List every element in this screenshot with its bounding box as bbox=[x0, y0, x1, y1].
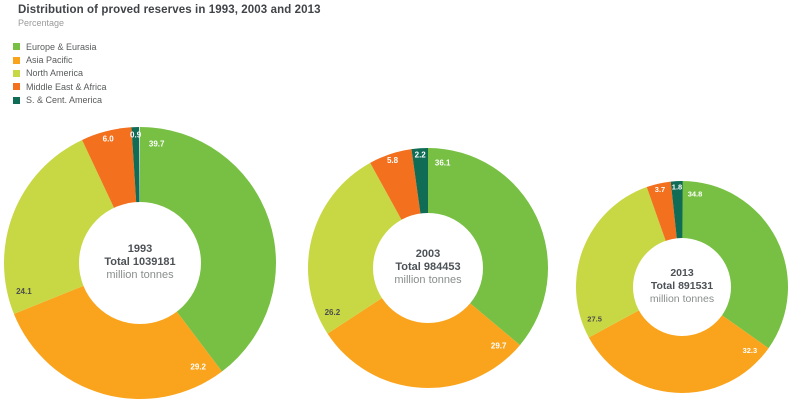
center-year-1993: 1993 bbox=[128, 243, 152, 255]
legend-swatch-icon bbox=[13, 96, 20, 104]
slice-value-label-middle-east-africa-2013: 3.7 bbox=[655, 185, 665, 194]
legend-item-asia-pacific: Asia Pacific bbox=[13, 53, 107, 66]
slice-value-label-s-cent-america-2003: 2.2 bbox=[415, 151, 427, 160]
legend-label: Asia Pacific bbox=[26, 55, 73, 66]
donut-hole-2013 bbox=[633, 238, 731, 336]
legend-label: Europe & Eurasia bbox=[26, 41, 97, 52]
slice-value-label-north-america-2003: 26.2 bbox=[325, 308, 341, 317]
center-unit-2003: million tonnes bbox=[394, 274, 462, 286]
center-total-2003: Total 984453 bbox=[395, 261, 460, 273]
legend-item-europe-eurasia: Europe & Eurasia bbox=[13, 40, 107, 53]
slice-value-label-asia-pacific-1993: 29.2 bbox=[190, 363, 206, 372]
legend-item-s-cent-america: S. & Cent. America bbox=[13, 94, 107, 107]
pie-slice-north-america-2003 bbox=[307, 162, 428, 334]
slice-value-label-europe-eurasia-1993: 39.7 bbox=[149, 140, 165, 149]
legend-swatch-icon bbox=[13, 83, 20, 91]
slice-value-label-middle-east-africa-1993: 6.0 bbox=[103, 134, 115, 143]
center-year-2013: 2013 bbox=[670, 267, 694, 279]
legend: Europe & Eurasia Asia Pacific North Americ… bbox=[13, 40, 107, 107]
center-year-2003: 2003 bbox=[416, 248, 440, 260]
slice-value-label-europe-eurasia-2003: 36.1 bbox=[435, 159, 451, 168]
slice-value-label-north-america-1993: 24.1 bbox=[16, 287, 32, 296]
donut-hole-2003 bbox=[373, 213, 483, 323]
slice-value-label-asia-pacific-2013: 32.3 bbox=[743, 346, 758, 355]
slice-value-label-middle-east-africa-2003: 5.8 bbox=[387, 156, 399, 165]
legend-label: North America bbox=[26, 68, 84, 79]
legend-swatch-icon bbox=[13, 43, 20, 51]
slice-value-label-s-cent-america-1993: 0.9 bbox=[130, 130, 142, 139]
legend-item-north-america: North America bbox=[13, 67, 107, 80]
legend-item-middle-east-africa: Middle East & Africa bbox=[13, 80, 107, 93]
legend-label: S. & Cent. America bbox=[26, 95, 103, 106]
legend-swatch-icon bbox=[13, 69, 20, 77]
center-total-1993: Total 1039181 bbox=[104, 256, 175, 268]
pie-slice-europe-eurasia-1993 bbox=[140, 127, 277, 372]
legend-swatch-icon bbox=[13, 56, 20, 64]
pie-slice-asia-pacific-2003 bbox=[327, 268, 520, 388]
pie-slice-europe-eurasia-2013 bbox=[682, 181, 788, 349]
chart-title: Distribution of proved reserves in 1993,… bbox=[18, 4, 321, 16]
slice-value-label-s-cent-america-2013: 1.8 bbox=[672, 182, 682, 191]
slice-value-label-north-america-2013: 27.5 bbox=[587, 315, 602, 324]
slice-value-label-asia-pacific-2003: 29.7 bbox=[491, 342, 507, 351]
pie-slice-asia-pacific-1993 bbox=[13, 263, 223, 399]
donut-hole-1993 bbox=[79, 202, 201, 324]
legend-label: Middle East & Africa bbox=[26, 81, 107, 92]
pie-slice-asia-pacific-2013 bbox=[588, 287, 769, 393]
pie-slice-europe-eurasia-2003 bbox=[428, 148, 549, 346]
slice-value-label-europe-eurasia-2013: 34.8 bbox=[688, 190, 703, 199]
center-unit-2013: million tonnes bbox=[650, 293, 714, 305]
center-total-2013: Total 891531 bbox=[651, 280, 713, 292]
center-unit-1993: million tonnes bbox=[106, 269, 174, 281]
chart-subtitle: Percentage bbox=[18, 18, 65, 28]
